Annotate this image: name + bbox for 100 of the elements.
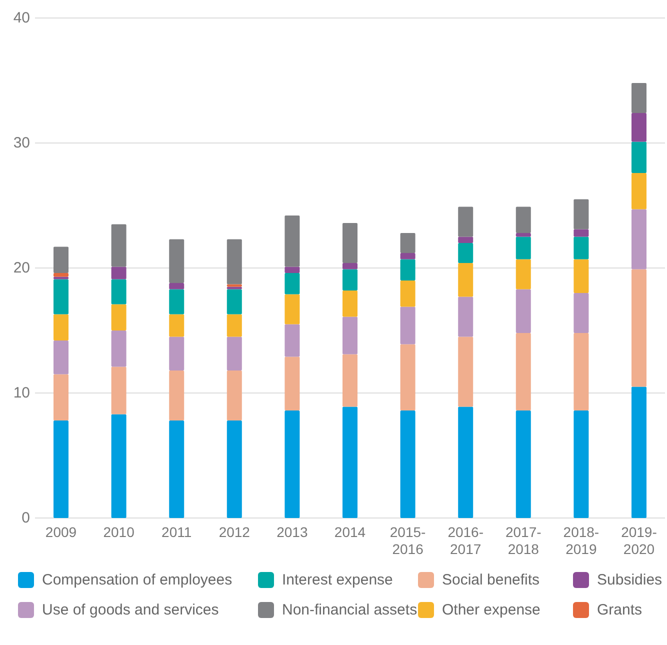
x-tick-label: 2011 bbox=[162, 524, 192, 540]
bar bbox=[284, 266, 300, 273]
bar bbox=[111, 366, 126, 414]
bar bbox=[54, 276, 69, 280]
bar bbox=[458, 243, 474, 263]
bar bbox=[516, 259, 531, 290]
legend-label: Interest expense bbox=[282, 572, 393, 588]
bar bbox=[284, 356, 300, 410]
bar bbox=[111, 414, 126, 518]
bar bbox=[111, 224, 126, 267]
bar bbox=[54, 340, 69, 374]
bar bbox=[516, 236, 531, 260]
bar bbox=[574, 410, 589, 518]
bar bbox=[54, 279, 69, 314]
x-tick-label: 2010 bbox=[103, 524, 135, 540]
y-tick-label: 10 bbox=[13, 384, 30, 402]
legend-label: Social benefits bbox=[442, 572, 540, 588]
bar bbox=[574, 333, 589, 410]
bar bbox=[111, 330, 126, 367]
bar bbox=[400, 280, 416, 307]
bar bbox=[54, 420, 69, 518]
x-tick-label: 2016-2017 bbox=[448, 524, 484, 557]
bar bbox=[574, 293, 589, 333]
bar bbox=[516, 289, 531, 333]
x-tick-label: 2018-2019 bbox=[563, 524, 600, 557]
legend-label: Compensation of employees bbox=[42, 572, 232, 588]
bar bbox=[284, 216, 300, 267]
bar bbox=[226, 370, 242, 420]
x-tick-label: 2012 bbox=[218, 524, 250, 540]
bar bbox=[458, 263, 474, 297]
x-tick-label: 2013 bbox=[276, 524, 308, 540]
bar bbox=[631, 113, 646, 142]
bar bbox=[169, 336, 184, 370]
bar bbox=[226, 314, 242, 337]
bar bbox=[400, 253, 416, 260]
bar bbox=[574, 236, 589, 260]
y-tick-label: 30 bbox=[13, 134, 30, 152]
bar bbox=[574, 199, 589, 230]
bar bbox=[284, 273, 300, 294]
x-tick-label: 2019-2020 bbox=[621, 524, 658, 557]
bar bbox=[458, 406, 474, 518]
bar bbox=[342, 269, 358, 290]
bar bbox=[631, 386, 646, 518]
bar bbox=[284, 324, 300, 357]
bar bbox=[631, 142, 646, 173]
legend-label: Grants bbox=[597, 602, 642, 618]
bar bbox=[458, 336, 474, 407]
bar bbox=[226, 284, 242, 287]
bar bbox=[169, 239, 184, 283]
bar bbox=[516, 410, 531, 518]
bar bbox=[226, 336, 242, 370]
bar bbox=[516, 233, 531, 237]
bar bbox=[574, 229, 589, 237]
bar bbox=[169, 289, 184, 314]
bar bbox=[111, 279, 126, 304]
bar bbox=[400, 344, 416, 410]
bar bbox=[400, 233, 416, 253]
bar bbox=[54, 374, 69, 420]
bar bbox=[458, 236, 474, 243]
bar bbox=[574, 259, 589, 293]
bar bbox=[342, 354, 358, 407]
legend-label: Other expense bbox=[442, 602, 540, 618]
bar bbox=[342, 316, 358, 354]
bar bbox=[226, 286, 242, 290]
bar bbox=[400, 259, 416, 280]
y-tick-label: 0 bbox=[22, 510, 30, 526]
bar bbox=[226, 420, 242, 518]
legend-label: Use of goods and services bbox=[42, 602, 219, 618]
bar bbox=[516, 206, 531, 233]
bar bbox=[169, 283, 184, 290]
x-tick-label: 2014 bbox=[334, 524, 366, 540]
bar bbox=[400, 306, 416, 344]
bar bbox=[169, 370, 184, 420]
bar bbox=[226, 239, 242, 284]
bar bbox=[631, 269, 646, 387]
x-tick-label: 2009 bbox=[45, 524, 77, 540]
bar bbox=[342, 263, 358, 270]
bar bbox=[631, 209, 646, 270]
bar bbox=[54, 246, 69, 273]
x-tick-label: 2015-2016 bbox=[390, 524, 426, 557]
bar bbox=[284, 294, 300, 324]
bar bbox=[631, 83, 646, 113]
bar bbox=[342, 223, 358, 263]
y-tick-label: 20 bbox=[13, 260, 30, 276]
bar bbox=[458, 296, 474, 337]
bar bbox=[226, 289, 242, 314]
bar bbox=[111, 266, 126, 280]
bar bbox=[169, 314, 184, 337]
bar bbox=[54, 273, 69, 277]
bar bbox=[284, 410, 300, 518]
y-tick-label: 40 bbox=[13, 10, 30, 26]
bar bbox=[54, 314, 69, 340]
bar bbox=[342, 290, 358, 317]
bar bbox=[458, 206, 474, 237]
bar bbox=[169, 420, 184, 518]
bar bbox=[516, 333, 531, 410]
bar bbox=[111, 304, 126, 330]
bar bbox=[342, 406, 358, 518]
legend-label: Subsidies bbox=[597, 572, 662, 588]
bar bbox=[631, 173, 646, 210]
